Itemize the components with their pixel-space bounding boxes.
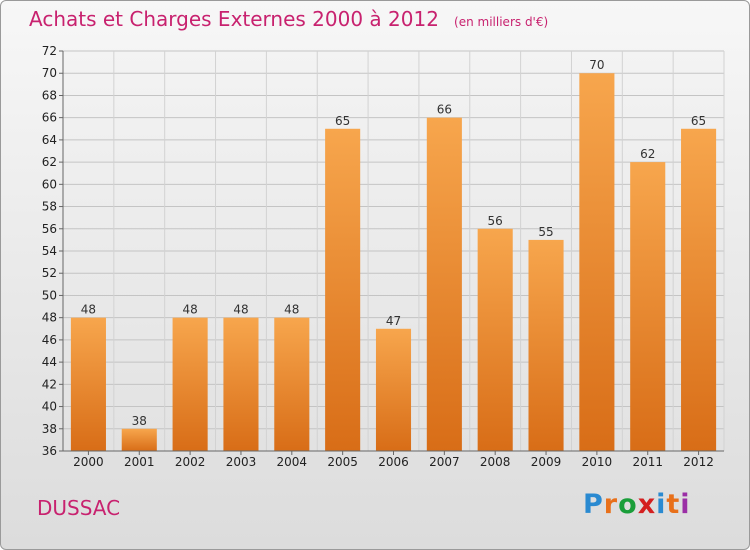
chart-title-block: Achats et Charges Externes 2000 à 2012 (… <box>29 7 548 31</box>
x-tick-label-2004: 2004 <box>277 455 308 469</box>
bar-2009 <box>528 239 564 451</box>
bar-2005 <box>325 128 361 451</box>
data-label-2001: 38 <box>132 414 147 428</box>
y-tick-label: 68 <box>42 88 57 102</box>
bar-2000 <box>70 317 106 451</box>
x-tick-label-2008: 2008 <box>480 455 511 469</box>
bar-2001 <box>121 428 157 451</box>
bar-2010 <box>579 73 615 451</box>
data-label-2006: 47 <box>386 314 401 328</box>
x-tick-label-2000: 2000 <box>73 455 104 469</box>
y-tick-label: 58 <box>42 200 57 214</box>
bar-layer <box>70 73 717 452</box>
y-tick-label: 70 <box>42 66 57 80</box>
x-tick-label-2009: 2009 <box>531 455 562 469</box>
y-tick-label: 36 <box>42 444 57 458</box>
y-tick-label: 54 <box>42 244 57 258</box>
y-tick-label: 52 <box>42 266 57 280</box>
y-tick-label: 66 <box>42 111 57 125</box>
y-tick-label: 44 <box>42 355 57 369</box>
data-label-2002: 48 <box>182 303 197 317</box>
data-label-2008: 56 <box>488 214 503 228</box>
logo-letter: x <box>637 489 657 520</box>
data-label-2003: 48 <box>233 303 248 317</box>
logo-letter: i <box>680 489 691 520</box>
data-label-2011: 62 <box>640 147 655 161</box>
logo-letter: i <box>656 489 667 520</box>
x-tick-label-2003: 2003 <box>226 455 257 469</box>
data-label-2004: 48 <box>284 303 299 317</box>
commune-name: DUSSAC <box>37 496 121 520</box>
x-tick-label-2012: 2012 <box>683 455 714 469</box>
bar-2012 <box>681 128 717 451</box>
bar-2008 <box>477 228 513 451</box>
data-label-2007: 66 <box>437 103 452 117</box>
y-tick-label: 64 <box>42 133 57 147</box>
y-tick-label: 62 <box>42 155 57 169</box>
data-label-2010: 70 <box>589 58 604 72</box>
chart-unit: (en milliers d'€) <box>454 15 549 29</box>
y-tick-label: 40 <box>42 400 57 414</box>
bar-2002 <box>172 317 208 451</box>
y-tick-label: 46 <box>42 333 57 347</box>
logo-letter: P <box>583 489 604 520</box>
data-label-2000: 48 <box>81 303 96 317</box>
y-tick-label: 42 <box>42 377 57 391</box>
y-tick-label: 38 <box>42 422 57 436</box>
proxiti-logo[interactable]: Proxiti <box>583 489 691 520</box>
x-tick-label-2002: 2002 <box>175 455 206 469</box>
chart-title: Achats et Charges Externes 2000 à 2012 <box>29 7 439 31</box>
label-layer: 48 38 48 48 48 65 47 66 56 55 70 62 65 <box>81 58 706 428</box>
data-label-2009: 55 <box>538 225 553 239</box>
axis-layer: 36 38 40 42 44 46 48 50 52 54 56 58 60 62 64 66 68 70 72 20… <box>42 44 724 469</box>
y-tick-label: 72 <box>42 44 57 58</box>
bar-2004 <box>274 317 310 451</box>
x-tick-label-2011: 2011 <box>632 455 663 469</box>
x-tick-label-2010: 2010 <box>582 455 613 469</box>
data-label-2012: 65 <box>691 114 706 128</box>
logo-letter: t <box>666 489 681 520</box>
y-tick-label: 48 <box>42 311 57 325</box>
logo-letter: r <box>603 489 619 520</box>
bar-2006 <box>375 328 412 451</box>
y-tick-label: 50 <box>42 288 57 302</box>
y-tick-label: 56 <box>42 222 57 236</box>
x-tick-label-2007: 2007 <box>429 455 460 469</box>
x-tick-label-2005: 2005 <box>327 455 358 469</box>
bar-2003 <box>223 317 259 451</box>
bar-2011 <box>630 162 666 451</box>
data-label-2005: 65 <box>335 114 350 128</box>
x-tick-label-2001: 2001 <box>124 455 155 469</box>
y-tick-label: 60 <box>42 177 57 191</box>
x-tick-label-2006: 2006 <box>378 455 409 469</box>
logo-letter: o <box>618 489 638 520</box>
bar-2007 <box>426 117 462 452</box>
